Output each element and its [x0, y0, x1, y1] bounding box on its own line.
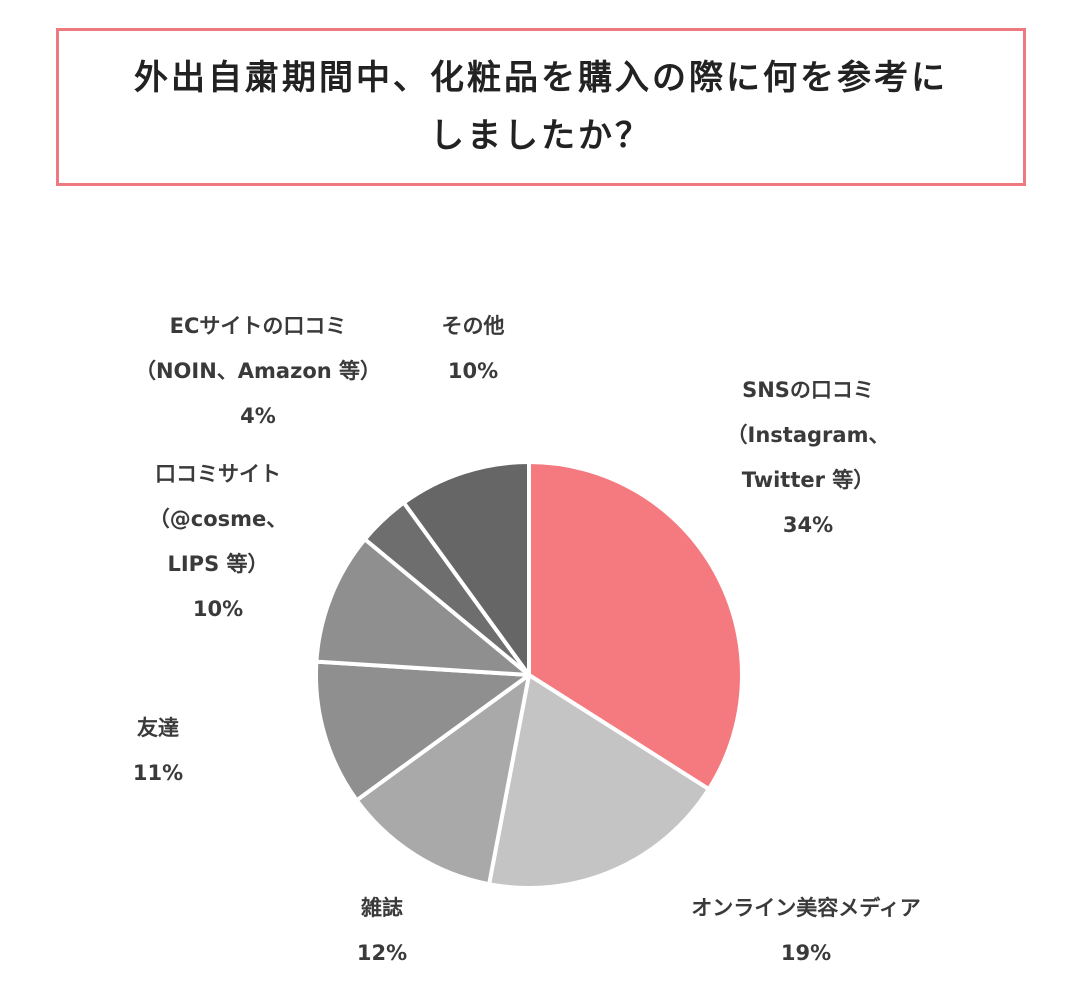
chart-title-line-1: 外出自粛期間中、化粧品を購入の際に何を参考に	[134, 58, 948, 98]
label-magazine-value: 12%	[356, 941, 408, 965]
label-online-media-name: オンライン美容メディア	[691, 896, 921, 920]
label-magazine-name: 雑誌	[360, 896, 403, 920]
label-magazine: 雑誌 12%	[357, 886, 407, 976]
label-sns-name: SNSの口コミ	[742, 378, 874, 402]
label-review-site-name: 口コミサイト	[155, 462, 281, 486]
chart-title-box: 外出自粛期間中、化粧品を購入の際に何を参考に しましたか？	[56, 28, 1026, 186]
label-review-site: 口コミサイト （@cosme、 LIPS 等） 10%	[149, 452, 288, 632]
label-other-name: その他	[441, 314, 505, 338]
label-friends-value: 11%	[132, 761, 184, 785]
label-sns-detail-1: （Instagram、	[726, 423, 890, 447]
chart-title-line-2: しましたか？	[430, 116, 652, 156]
label-ec-site-name: ECサイトの口コミ	[169, 314, 347, 338]
pie-slice-magazine	[354, 673, 531, 887]
label-online-media: オンライン美容メディア 19%	[691, 886, 921, 976]
label-review-site-detail-1: （@cosme、	[148, 507, 288, 531]
label-ec-site-value: 4%	[240, 404, 276, 428]
label-review-site-value: 10%	[192, 597, 244, 621]
label-sns-value: 34%	[782, 513, 834, 537]
label-sns-detail-2: Twitter 等）	[741, 468, 875, 492]
pie-slice-friends	[314, 659, 531, 803]
label-other: その他 10%	[442, 304, 505, 394]
label-other-value: 10%	[447, 359, 499, 383]
label-online-media-value: 19%	[780, 941, 832, 965]
label-review-site-detail-2: LIPS 等）	[167, 552, 269, 576]
label-friends: 友達 11%	[133, 706, 183, 796]
label-sns: SNSの口コミ （Instagram、 Twitter 等） 34%	[727, 368, 890, 548]
label-ec-site: ECサイトの口コミ （NOIN、Amazon 等） 4%	[135, 304, 381, 439]
pie-slice-other	[401, 460, 531, 677]
label-friends-name: 友達	[136, 716, 179, 740]
pie-slice-online-media	[487, 673, 711, 890]
pie-slice-review-site	[314, 537, 531, 677]
label-ec-site-detail-1: （NOIN、Amazon 等）	[134, 359, 382, 383]
